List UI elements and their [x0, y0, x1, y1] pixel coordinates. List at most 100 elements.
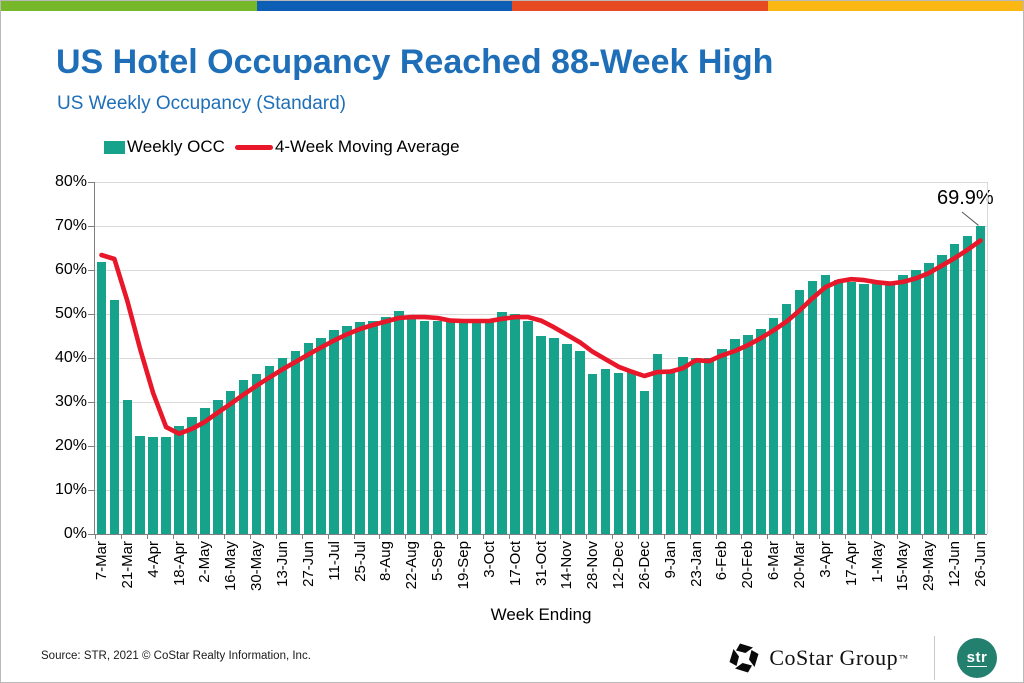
x-tick-66 — [948, 535, 950, 539]
legend-weekly-occ-label: Weekly OCC — [127, 137, 225, 156]
x-tick-16 — [301, 535, 303, 539]
y-axis-label-60: 60% — [54, 261, 87, 278]
y-tick-60 — [88, 270, 94, 271]
bar-3-Oct — [484, 320, 495, 534]
y-axis-label-10: 10% — [54, 481, 87, 498]
chart-legend: Weekly OCC 4-Week Moving Average — [104, 137, 460, 157]
y-axis-line — [94, 182, 95, 535]
footer-logos: CoStar Group ™ str — [728, 633, 997, 682]
bar-12-Jun — [949, 244, 960, 534]
bar-16-May — [225, 390, 236, 534]
bar-4-Jul — [316, 338, 326, 534]
legend-moving-average-label: 4-Week Moving Average — [274, 137, 460, 156]
costar-trademark: ™ — [899, 653, 908, 663]
bar-20-Feb — [743, 335, 753, 534]
x-tick-42 — [637, 535, 639, 539]
moving-average-line — [99, 238, 983, 437]
logo-divider — [934, 636, 935, 680]
bar-27-Jun — [303, 343, 314, 534]
costar-pinwheel-icon — [729, 643, 759, 673]
bar-26-Sep — [471, 321, 482, 534]
x-tick-36 — [560, 535, 562, 539]
x-tick-56 — [818, 535, 820, 539]
y-tick-10 — [88, 490, 94, 491]
peak-annotation: 69.9% — [937, 187, 994, 209]
legend-bar-swatch — [104, 140, 125, 154]
plot-right-border — [987, 182, 988, 534]
x-tick-18 — [327, 535, 329, 539]
x-tick-32 — [508, 535, 510, 539]
bar-1-Aug — [368, 321, 378, 534]
brand-bar-segment-2 — [512, 1, 768, 11]
bar-6-Jun — [264, 366, 275, 534]
bar-8-May — [885, 284, 895, 534]
annotation-leader-line — [961, 211, 979, 226]
bar-14-Nov — [562, 343, 572, 534]
brand-bar-segment-1 — [256, 1, 512, 11]
x-tick-28 — [456, 535, 458, 539]
bar-16-Jan — [678, 357, 688, 534]
x-tick-68 — [974, 535, 976, 539]
y-tick-70 — [88, 226, 94, 227]
x-tick-6 — [172, 535, 174, 539]
x-tick-60 — [870, 535, 872, 539]
bar-9-Jan — [665, 371, 676, 534]
bar-26-Jun — [975, 226, 986, 534]
bar-30-Jan — [704, 357, 714, 534]
brand-bar-segment-3 — [767, 1, 1023, 11]
bar-11-Jul — [329, 329, 339, 534]
legend-line-swatch — [234, 144, 273, 150]
bar-10-Oct — [497, 312, 507, 534]
y-tick-40 — [88, 358, 94, 359]
source-note: Source: STR, 2021 © CoStar Realty Inform… — [41, 650, 311, 662]
x-tick-24 — [405, 535, 407, 539]
bar-20-Jun — [290, 350, 301, 534]
bar-4-Apr — [148, 436, 158, 534]
x-tick-0 — [95, 535, 96, 539]
x-axis-title: Week Ending — [490, 605, 592, 624]
bar-17-Oct — [510, 313, 520, 534]
bar-21-Mar — [122, 399, 133, 534]
bar-2-May — [200, 408, 210, 534]
bar-12-Dec — [613, 372, 624, 534]
bar-17-Apr — [846, 282, 856, 534]
x-tick-12 — [250, 535, 252, 539]
x-tick-62 — [896, 535, 898, 539]
bar-7-Mar — [96, 261, 107, 534]
y-axis-label-40: 40% — [54, 349, 87, 366]
x-axis-line — [90, 534, 987, 535]
bar-18-Apr — [174, 425, 184, 534]
bar-24-Oct — [523, 320, 533, 534]
y-axis-label-50: 50% — [54, 305, 87, 322]
x-tick-48 — [715, 535, 717, 539]
x-tick-50 — [741, 535, 743, 539]
x-tick-52 — [767, 535, 769, 539]
gridline-50 — [95, 314, 987, 315]
y-tick-30 — [88, 402, 94, 403]
x-tick-34 — [534, 535, 536, 539]
x-tick-44 — [663, 535, 665, 539]
bar-1-May — [872, 283, 882, 534]
y-tick-80 — [88, 182, 94, 183]
bar-19-Sep — [458, 320, 469, 534]
bar-29-Aug — [419, 320, 430, 534]
bar-31-Oct — [536, 336, 546, 534]
bar-6-Mar — [768, 318, 779, 534]
bar-18-Jul — [342, 325, 352, 534]
bar-12-Sep — [445, 321, 456, 534]
gridline-70 — [95, 226, 987, 227]
y-axis-label-0: 0% — [63, 525, 87, 542]
str-logo: str — [957, 638, 997, 678]
y-tick-50 — [88, 314, 94, 315]
gridline-60 — [95, 270, 987, 271]
bar-5-Sep — [432, 320, 443, 534]
bar-24-Apr — [859, 283, 869, 534]
bar-28-Nov — [587, 373, 598, 534]
x-tick-40 — [612, 535, 614, 539]
page-title: US Hotel Occupancy Reached 88-Week High — [56, 43, 774, 81]
bar-5-Dec — [600, 369, 611, 534]
x-tick-2 — [120, 535, 122, 539]
